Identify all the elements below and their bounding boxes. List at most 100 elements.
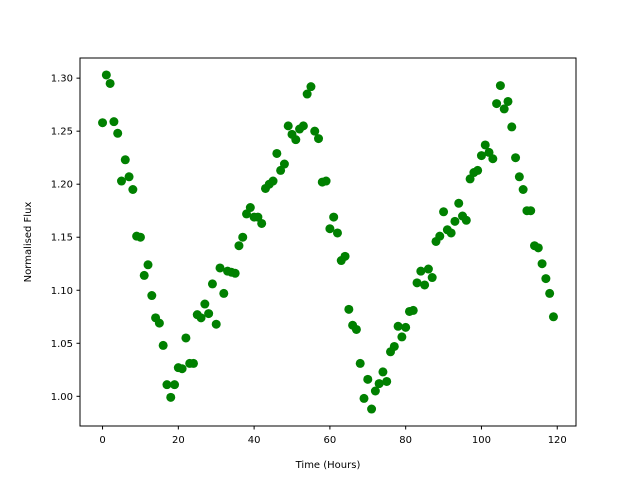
- data-point: [204, 309, 214, 319]
- data-point: [101, 70, 111, 80]
- data-point: [332, 228, 342, 238]
- x-tick-label: 100: [472, 435, 491, 446]
- data-point: [435, 231, 445, 241]
- data-point: [378, 367, 388, 377]
- y-axis: 1.00 1.05 1.10 1.15 1.20 1.25 1.30: [51, 74, 80, 403]
- data-point: [408, 305, 418, 315]
- data-point: [302, 89, 312, 99]
- data-point: [219, 288, 229, 298]
- y-tick-label: 1.20: [51, 180, 73, 191]
- points-group: [98, 70, 558, 414]
- plot-area: [80, 58, 576, 426]
- data-point: [367, 404, 377, 414]
- data-point: [298, 121, 308, 131]
- data-point: [211, 319, 221, 329]
- data-point: [230, 268, 240, 278]
- data-point: [143, 260, 153, 270]
- data-point: [325, 224, 335, 234]
- data-point: [306, 82, 316, 92]
- x-tick-label: 40: [248, 435, 261, 446]
- data-point: [98, 118, 108, 128]
- data-point: [109, 117, 119, 127]
- data-point: [541, 274, 551, 284]
- data-point: [170, 380, 180, 390]
- data-point: [351, 324, 361, 334]
- data-point: [329, 212, 339, 222]
- x-tick-label: 60: [324, 435, 337, 446]
- data-point: [166, 392, 176, 402]
- y-tick-label: 1.30: [51, 74, 73, 85]
- data-point: [499, 104, 509, 114]
- y-tick-label: 1.15: [51, 233, 73, 244]
- data-point: [374, 379, 384, 389]
- data-point: [177, 364, 187, 374]
- data-point: [147, 291, 157, 301]
- data-point: [113, 128, 123, 138]
- x-tick-label: 20: [172, 435, 185, 446]
- data-point: [257, 218, 267, 228]
- data-point: [518, 185, 528, 195]
- data-point: [196, 313, 206, 323]
- data-point: [200, 299, 210, 309]
- data-point: [450, 216, 460, 226]
- data-point: [291, 135, 301, 145]
- axes-frame: [79, 57, 577, 427]
- data-point: [181, 333, 191, 343]
- data-point: [128, 185, 138, 195]
- data-point: [321, 176, 331, 186]
- data-point: [393, 321, 403, 331]
- data-point: [268, 176, 278, 186]
- data-point: [188, 358, 198, 368]
- data-point: [162, 380, 172, 390]
- data-point: [314, 134, 324, 144]
- data-point: [533, 243, 543, 253]
- y-tick-label: 1.10: [51, 286, 73, 297]
- data-point: [272, 148, 282, 158]
- data-point: [359, 393, 369, 403]
- data-point: [340, 251, 350, 261]
- data-point: [537, 259, 547, 269]
- y-tick-label: 1.05: [51, 339, 73, 350]
- data-point: [423, 264, 433, 274]
- data-point: [245, 203, 255, 213]
- data-point: [135, 232, 145, 242]
- data-point: [382, 376, 392, 386]
- data-point: [401, 322, 411, 332]
- y-axis-label: Normalised Flux: [23, 202, 34, 283]
- data-point: [389, 341, 399, 351]
- data-point: [492, 99, 502, 109]
- data-point: [116, 176, 126, 186]
- y-tick-label: 1.25: [51, 127, 73, 138]
- y-tick-label: 1.00: [51, 392, 73, 403]
- x-tick-label: 120: [548, 435, 567, 446]
- data-point: [412, 278, 422, 288]
- data-point: [279, 159, 289, 169]
- data-point: [310, 126, 320, 136]
- data-point: [473, 165, 483, 175]
- data-point: [446, 228, 456, 238]
- data-point: [495, 81, 505, 91]
- data-point: [454, 198, 464, 208]
- data-point: [370, 386, 380, 396]
- data-point: [215, 263, 225, 273]
- data-point: [503, 96, 513, 106]
- data-point: [476, 151, 486, 161]
- data-point: [363, 374, 373, 384]
- data-point: [416, 266, 426, 276]
- x-tick-label: 80: [399, 435, 412, 446]
- data-point: [124, 172, 134, 182]
- data-point: [461, 215, 471, 225]
- data-point: [207, 279, 217, 289]
- data-point: [548, 312, 558, 322]
- x-tick-label: 0: [99, 435, 105, 446]
- data-point: [105, 78, 115, 88]
- data-point: [120, 155, 130, 165]
- data-point: [526, 206, 536, 216]
- x-axis: 0 20 40 60 80 100 120: [99, 426, 567, 446]
- data-point: [514, 172, 524, 182]
- data-point: [488, 154, 498, 164]
- data-point: [507, 122, 517, 132]
- data-point: [154, 318, 164, 328]
- x-axis-label: Time (Hours): [295, 460, 361, 471]
